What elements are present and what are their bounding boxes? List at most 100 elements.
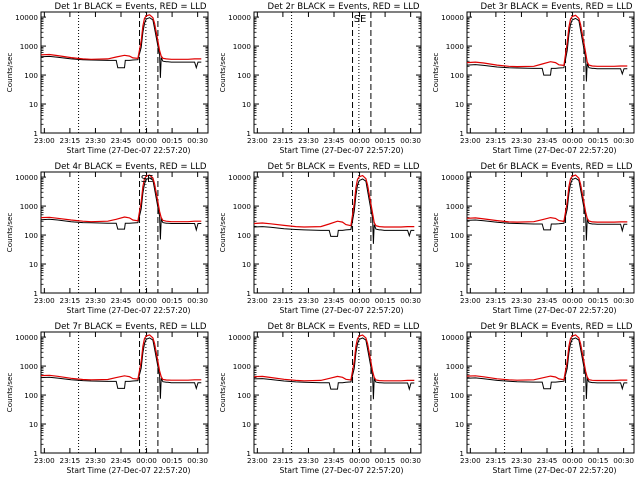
x-tick-label: 23:00 [34, 296, 55, 305]
plot-frame [253, 11, 422, 134]
y-tick-label: 100 [24, 231, 38, 240]
x-tick-label: 00:15 [375, 136, 396, 145]
x-tick-label: 00:15 [375, 296, 396, 305]
x-tick-label: 00:15 [162, 296, 183, 305]
y-tick-label: 100 [237, 231, 251, 240]
y-tick-label: 1 [459, 289, 464, 298]
chart-svg: Det 4r BLACK = Events, RED = LLD 1 10 100 10… [5, 162, 209, 315]
x-tick-label: 00:30 [613, 296, 634, 305]
y-axis-label: Counts/sec [218, 53, 227, 93]
x-axis-label: Start Time (27-Dec-07 22:57:20) [280, 466, 404, 475]
y-tick-label: 100 [24, 71, 38, 80]
series-line-lld [253, 334, 415, 382]
x-tick-label: 23:30 [511, 296, 532, 305]
y-axis-label: Counts/sec [431, 53, 440, 93]
detector-panel-7: Det 7r BLACK = Events, RED = LLD 1 10 100 10… [0, 320, 213, 480]
detector-panel-5: Det 5r BLACK = Events, RED = LLD 1 10 100 10… [213, 160, 426, 320]
x-tick-label: 00:30 [400, 296, 421, 305]
y-tick-label: 1000 [446, 362, 465, 371]
x-tick-label: 23:00 [34, 136, 55, 145]
y-tick-label: 1 [33, 449, 38, 458]
y-tick-label: 1000 [446, 202, 465, 211]
x-axis-label: Start Time (27-Dec-07 22:57:20) [67, 306, 191, 315]
x-tick-label: 00:15 [375, 456, 396, 465]
x-tick-label: 23:45 [324, 136, 345, 145]
x-tick-label: 00:00 [136, 456, 157, 465]
plot-frame [466, 171, 635, 294]
series-line-lld [466, 174, 628, 223]
y-tick-label: 10 [455, 260, 465, 269]
y-tick-label: 100 [450, 71, 464, 80]
y-tick-label: 1000 [20, 362, 39, 371]
y-tick-label: 10000 [441, 333, 464, 342]
series-line-lld [466, 334, 628, 382]
plot-frame [40, 171, 209, 294]
detector-panel-8: Det 8r BLACK = Events, RED = LLD 1 10 100 10… [213, 320, 426, 480]
y-tick-label: 10 [455, 100, 465, 109]
series-line-events [40, 337, 202, 399]
x-axis-label: Start Time (27-Dec-07 22:57:20) [493, 466, 617, 475]
x-tick-label: 00:30 [187, 136, 208, 145]
y-tick-label: 100 [24, 391, 38, 400]
x-axis-label: Start Time (27-Dec-07 22:57:20) [493, 146, 617, 155]
detector-panel-2: Det 2r BLACK = Events, RED = LLD 1 10 100 10… [213, 0, 426, 160]
x-tick-label: 23:45 [111, 296, 132, 305]
x-tick-label: 23:45 [537, 136, 558, 145]
plot-frame [466, 331, 635, 454]
x-axis-label: Start Time (27-Dec-07 22:57:20) [67, 146, 191, 155]
y-tick-label: 10 [29, 420, 39, 429]
plot-frame [40, 331, 209, 454]
x-tick-label: 23:30 [511, 136, 532, 145]
series-line-events [253, 178, 415, 244]
y-tick-label: 1000 [20, 42, 39, 51]
x-tick-label: 23:00 [247, 136, 268, 145]
x-tick-label: 23:15 [60, 296, 81, 305]
chart-svg: Det 3r BLACK = Events, RED = LLD 1 10 100 10… [431, 2, 635, 155]
x-tick-label: 23:30 [298, 136, 319, 145]
y-tick-label: 1 [459, 129, 464, 138]
y-tick-label: 1 [33, 289, 38, 298]
y-tick-label: 1 [246, 129, 251, 138]
series-line-events [466, 337, 628, 400]
x-tick-label: 23:00 [460, 136, 481, 145]
x-axis-label: Start Time (27-Dec-07 22:57:20) [280, 306, 404, 315]
x-tick-label: 23:30 [511, 456, 532, 465]
chart-title: Det 6r BLACK = Events, RED = LLD [480, 162, 632, 172]
chart-svg: Det 6r BLACK = Events, RED = LLD 1 10 100 10… [431, 162, 635, 315]
detector-panel-4: Det 4r BLACK = Events, RED = LLD 1 10 100 10… [0, 160, 213, 320]
plot-frame [466, 11, 635, 134]
x-tick-label: 00:15 [162, 136, 183, 145]
y-tick-label: 1 [246, 289, 251, 298]
y-tick-label: 10 [242, 100, 252, 109]
chart-title: Det 3r BLACK = Events, RED = LLD [480, 2, 632, 12]
series-line-lld [40, 334, 202, 381]
chart-title: Det 5r BLACK = Events, RED = LLD [267, 162, 419, 172]
x-tick-label: 00:00 [349, 296, 370, 305]
y-tick-label: 10000 [441, 13, 464, 22]
x-tick-label: 00:00 [562, 456, 583, 465]
x-tick-label: 00:00 [562, 136, 583, 145]
x-axis-label: Start Time (27-Dec-07 22:57:20) [280, 146, 404, 155]
chart-svg: Det 9r BLACK = Events, RED = LLD 1 10 100 10… [431, 322, 635, 475]
x-tick-label: 23:15 [486, 136, 507, 145]
y-axis-label: Counts/sec [5, 213, 14, 253]
x-tick-label: 00:30 [400, 136, 421, 145]
x-tick-label: 23:00 [247, 456, 268, 465]
series-line-lld [40, 14, 202, 60]
x-tick-label: 00:00 [562, 296, 583, 305]
detector-panel-1: Det 1r BLACK = Events, RED = LLD 1 10 100 10… [0, 0, 213, 160]
y-tick-label: 100 [237, 391, 251, 400]
x-tick-label: 00:30 [613, 456, 634, 465]
y-tick-label: 10000 [228, 333, 251, 342]
x-tick-label: 23:00 [34, 456, 55, 465]
x-tick-label: 00:00 [136, 136, 157, 145]
x-tick-label: 23:30 [85, 296, 106, 305]
x-tick-label: 23:15 [273, 136, 294, 145]
x-tick-label: 00:30 [400, 456, 421, 465]
plot-frame [253, 171, 422, 294]
y-tick-label: 10000 [228, 173, 251, 182]
y-tick-label: 1000 [20, 202, 39, 211]
series-line-lld [40, 174, 202, 223]
y-tick-label: 1000 [233, 42, 252, 51]
